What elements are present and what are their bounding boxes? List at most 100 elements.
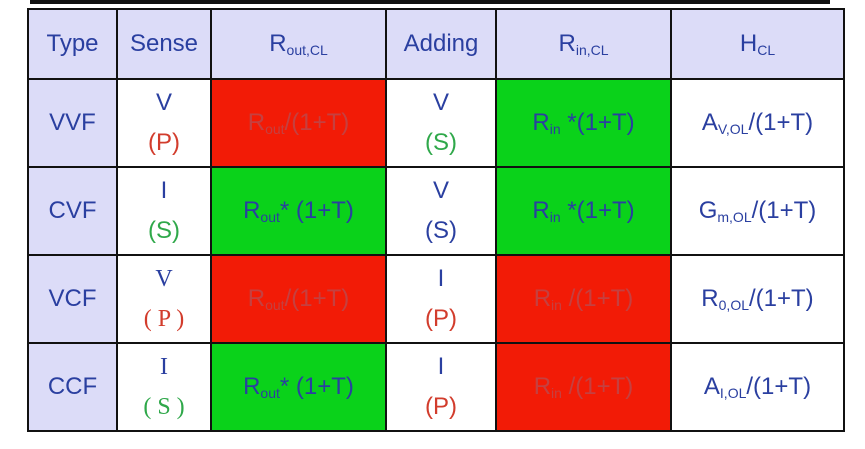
rin-sub: in: [551, 297, 562, 313]
rout-sub: out: [260, 385, 280, 401]
table-row: CCF I( S ) Rout* (1+T) I (P) Rin /(1+T) AI,OL/…: [27, 342, 845, 432]
header-row: Type Sense Rout,CL Adding Rin,CL HCL: [27, 8, 845, 80]
cell-rin-cl: Rin *(1+T): [495, 78, 672, 168]
sense-symbol: I: [160, 177, 168, 204]
rin-base: R: [533, 373, 552, 400]
feedback-topology-table: Type Sense Rout,CL Adding Rin,CL HCL VVF…: [27, 8, 845, 432]
cell-adding: V (S): [385, 166, 497, 256]
rout-rest: /(1+T): [284, 285, 350, 312]
hcl-base: A: [703, 373, 720, 400]
cell-adding: I (P): [385, 342, 497, 432]
hcl-rest: /(1+T): [748, 109, 814, 136]
rin-expression: Rin /(1+T): [533, 373, 634, 401]
adding-tag: (P): [425, 305, 457, 332]
cell-adding: I (P): [385, 254, 497, 344]
rin-expression: Rin *(1+T): [532, 109, 635, 137]
cell-rout-cl: Rout* (1+T): [210, 342, 387, 432]
rin-rest: /(1+T): [561, 285, 634, 312]
cell-hcl: R0,OL/(1+T): [670, 254, 845, 344]
hcl-rest: /(1+T): [749, 285, 814, 312]
rin-rest: *(1+T): [560, 109, 635, 136]
cell-sense: V ( P ): [116, 254, 212, 344]
rin-sub: in: [549, 121, 561, 137]
rout-sub: out: [265, 121, 285, 137]
header-sense: Sense: [116, 8, 212, 80]
rin-base: R: [533, 285, 552, 312]
cell-rin-cl: Rin /(1+T): [495, 254, 672, 344]
cell-type: VCF: [27, 254, 118, 344]
rout-expression: Rout* (1+T): [243, 373, 354, 401]
rin-base: R: [532, 197, 550, 224]
cell-hcl: AI,OL/(1+T): [670, 342, 845, 432]
sense-tag: (P): [148, 129, 180, 156]
sense-symbol: V: [155, 266, 173, 292]
rin-base: R: [532, 109, 550, 136]
rin-expression: Rin /(1+T): [533, 285, 634, 313]
cell-sense: I ( S ): [116, 342, 212, 432]
header-rin-cl: Rin,CL: [495, 8, 672, 80]
cell-hcl: Gm,OL/(1+T): [670, 166, 845, 256]
header-type: Type: [27, 8, 118, 80]
cell-type: VVF: [27, 78, 118, 168]
header-rout-cl: Rout,CL: [210, 8, 387, 80]
header-hcl: HCL: [670, 8, 845, 80]
hcl-sub: V,OL: [717, 121, 749, 137]
sense-tag: ( P ): [143, 306, 185, 332]
adding-tag: (P): [425, 393, 457, 420]
rin-rest: /(1+T): [561, 373, 634, 400]
rout-rest: * (1+T): [279, 197, 354, 224]
hcl-rest: /(1+T): [751, 197, 817, 224]
cell-sense: I (S): [116, 166, 212, 256]
rout-base: R: [243, 197, 261, 224]
top-rule: [30, 0, 830, 4]
rout-rest: /(1+T): [284, 109, 350, 136]
rin-expression: Rin *(1+T): [532, 197, 635, 225]
rout-base: R: [247, 109, 266, 136]
header-rout-base: R: [269, 30, 287, 57]
table-row: VCF V( P ) Rout/(1+T) I (P) Rin /(1+T) R0,OL/(…: [27, 254, 845, 344]
adding-symbol: V: [432, 177, 449, 204]
rout-expression: Rout/(1+T): [247, 109, 350, 137]
hcl-sub: 0,OL: [718, 297, 749, 313]
rin-sub: in: [551, 385, 562, 401]
rout-sub: out: [260, 209, 280, 225]
cell-rout-cl: Rout* (1+T): [210, 166, 387, 256]
hcl-sub: m,OL: [717, 209, 752, 225]
rout-base: R: [247, 285, 266, 312]
hcl-base: A: [701, 109, 718, 136]
header-hcl-sub: CL: [757, 42, 776, 58]
adding-tag: (S): [425, 129, 457, 156]
header-rin-sub: in,CL: [575, 42, 609, 58]
table-row: CVF I (S) Rout* (1+T) V (S) Rin *(1+T) Gm,OL/(1…: [27, 166, 845, 256]
cell-sense: V (P): [116, 78, 212, 168]
table-row: VVF V (P) Rout/(1+T) V (S) Rin *(1+T) AV,OL/(1+…: [27, 78, 845, 168]
rout-expression: Rout* (1+T): [243, 197, 354, 225]
cell-rout-cl: Rout/(1+T): [210, 254, 387, 344]
hcl-rest: /(1+T): [746, 373, 812, 400]
hcl-sub: I,OL: [719, 385, 747, 401]
rout-expression: Rout/(1+T): [247, 285, 350, 313]
hcl-base: R: [701, 285, 719, 312]
sense-symbol: I: [160, 354, 168, 380]
header-adding: Adding: [385, 8, 497, 80]
cell-rout-cl: Rout/(1+T): [210, 78, 387, 168]
hcl-base: G: [698, 197, 718, 224]
header-rin-base: R: [558, 30, 576, 57]
cell-rin-cl: Rin *(1+T): [495, 166, 672, 256]
cell-type: CVF: [27, 166, 118, 256]
sense-tag: ( S ): [143, 394, 185, 420]
rin-rest: *(1+T): [560, 197, 635, 224]
sense-symbol: V: [155, 89, 172, 116]
header-rout-sub: out,CL: [286, 42, 328, 58]
cell-rin-cl: Rin /(1+T): [495, 342, 672, 432]
adding-tag: (S): [425, 217, 457, 244]
adding-symbol: I: [437, 353, 445, 380]
cell-hcl: AV,OL/(1+T): [670, 78, 845, 168]
rout-rest: * (1+T): [279, 373, 354, 400]
rout-base: R: [243, 373, 261, 400]
header-hcl-base: H: [739, 30, 758, 57]
adding-symbol: I: [437, 265, 445, 292]
sense-tag: (S): [148, 217, 180, 244]
cell-type: CCF: [27, 342, 118, 432]
cell-adding: V (S): [385, 78, 497, 168]
